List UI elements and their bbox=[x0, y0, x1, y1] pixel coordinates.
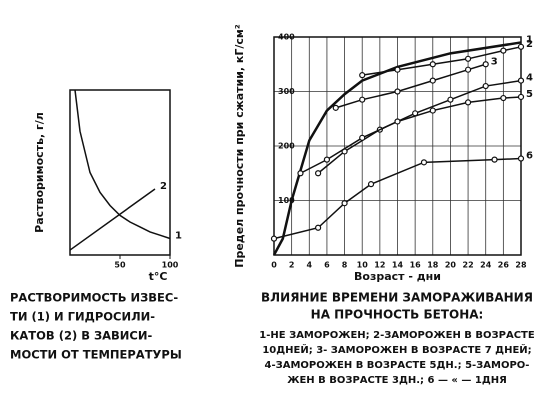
x-tick-label: 14 bbox=[392, 261, 404, 270]
point bbox=[482, 61, 489, 68]
series-label: 6 bbox=[526, 151, 533, 162]
x-tick-label: 20 bbox=[445, 261, 457, 270]
point bbox=[394, 118, 401, 125]
y-tick-label: 300 bbox=[278, 87, 295, 96]
caption-line: КАТОВ (2) В ЗАВИСИ- bbox=[10, 329, 153, 343]
point bbox=[323, 156, 331, 163]
point bbox=[491, 156, 498, 163]
point bbox=[394, 88, 401, 95]
y-tick-label: 200 bbox=[278, 142, 295, 151]
point bbox=[517, 155, 525, 162]
point bbox=[359, 72, 366, 79]
point bbox=[517, 93, 525, 101]
series-label: 3 bbox=[491, 56, 498, 67]
point bbox=[517, 43, 525, 50]
point bbox=[482, 82, 489, 90]
legend-note: 10ДНЕЙ; 3- ЗАМОРОЖЕН В ВОЗРАСТЕ 7 ДНЕЙ; bbox=[262, 343, 531, 356]
caption-line: РАСТВОРИМОСТЬ ИЗВЕС- bbox=[10, 291, 178, 305]
point bbox=[332, 104, 339, 111]
point bbox=[341, 200, 348, 207]
x-tick-label: 6 bbox=[324, 261, 330, 270]
point bbox=[420, 159, 428, 166]
caption-line: ТИ (1) И ГИДРОСИЛИ- bbox=[10, 310, 155, 324]
series-label: 4 bbox=[526, 73, 533, 84]
series-line bbox=[272, 41, 522, 256]
point bbox=[447, 96, 454, 103]
point bbox=[517, 77, 525, 84]
point bbox=[359, 134, 366, 141]
point bbox=[464, 66, 472, 73]
x-tick-label: 50 bbox=[114, 261, 126, 270]
y-axis-label: Растворимость, г/л bbox=[33, 112, 46, 233]
x-tick-label: 18 bbox=[427, 261, 439, 270]
point bbox=[270, 235, 278, 242]
series-line bbox=[69, 188, 156, 251]
plot-frame bbox=[69, 89, 171, 256]
x-tick-label: 2 bbox=[289, 261, 295, 270]
point bbox=[429, 61, 436, 68]
series-label: 5 bbox=[526, 89, 533, 100]
legend-note: 1-НЕ ЗАМОРОЖЕН; 2-ЗАМОРОЖЕН В ВОЗРАСТЕ bbox=[259, 330, 535, 341]
chart-title: ВЛИЯНИЕ ВРЕМЕНИ ЗАМОРАЖИВАНИЯ bbox=[261, 291, 533, 305]
y-axis-label: Предел прочности при сжатии, кГ/см² bbox=[233, 24, 246, 268]
x-axis-label: Возраст - дни bbox=[354, 270, 441, 283]
point bbox=[464, 55, 472, 62]
series-line bbox=[300, 96, 522, 174]
series-label: 1 bbox=[526, 34, 533, 45]
point bbox=[359, 96, 366, 103]
point bbox=[367, 181, 375, 188]
y-tick-label: 100 bbox=[278, 196, 295, 205]
series-label: 2 bbox=[160, 181, 167, 192]
point bbox=[315, 170, 322, 177]
point bbox=[394, 66, 401, 73]
caption-line: МОСТИ ОТ ТЕМПЕРАТУРЫ bbox=[10, 348, 182, 362]
x-tick-label: 0 bbox=[271, 261, 277, 270]
x-tick-label: 24 bbox=[480, 261, 492, 270]
x-axis-label: t°C bbox=[149, 270, 168, 283]
legend-note: 4-ЗАМОРОЖЕН В ВОЗРАСТЕ 5ДН.; 5-ЗАМОРО- bbox=[265, 360, 530, 371]
point bbox=[500, 47, 507, 54]
point bbox=[315, 224, 322, 231]
point bbox=[464, 99, 472, 106]
series-label: 2 bbox=[526, 39, 533, 50]
point bbox=[429, 77, 436, 84]
x-tick-label: 26 bbox=[498, 261, 510, 270]
point bbox=[429, 107, 436, 114]
plot-frame bbox=[273, 36, 522, 256]
x-tick-label: 100 bbox=[162, 261, 179, 270]
x-tick-label: 16 bbox=[410, 261, 422, 270]
x-tick-label: 12 bbox=[374, 261, 385, 270]
chart-title: НА ПРОЧНОСТЬ БЕТОНА: bbox=[311, 308, 484, 322]
point bbox=[297, 170, 304, 177]
x-tick-label: 22 bbox=[463, 261, 474, 270]
series-label: 1 bbox=[175, 231, 182, 242]
legend-note: ЖЕН В ВОЗРАСТЕ 3ДН.; 6 — « — 1ДНЯ bbox=[287, 375, 507, 386]
x-tick-label: 4 bbox=[306, 261, 312, 270]
x-tick-label: 10 bbox=[357, 261, 369, 270]
series-line bbox=[74, 89, 171, 240]
point bbox=[500, 94, 507, 102]
x-tick-label: 28 bbox=[515, 261, 527, 270]
x-tick-label: 8 bbox=[342, 261, 348, 270]
